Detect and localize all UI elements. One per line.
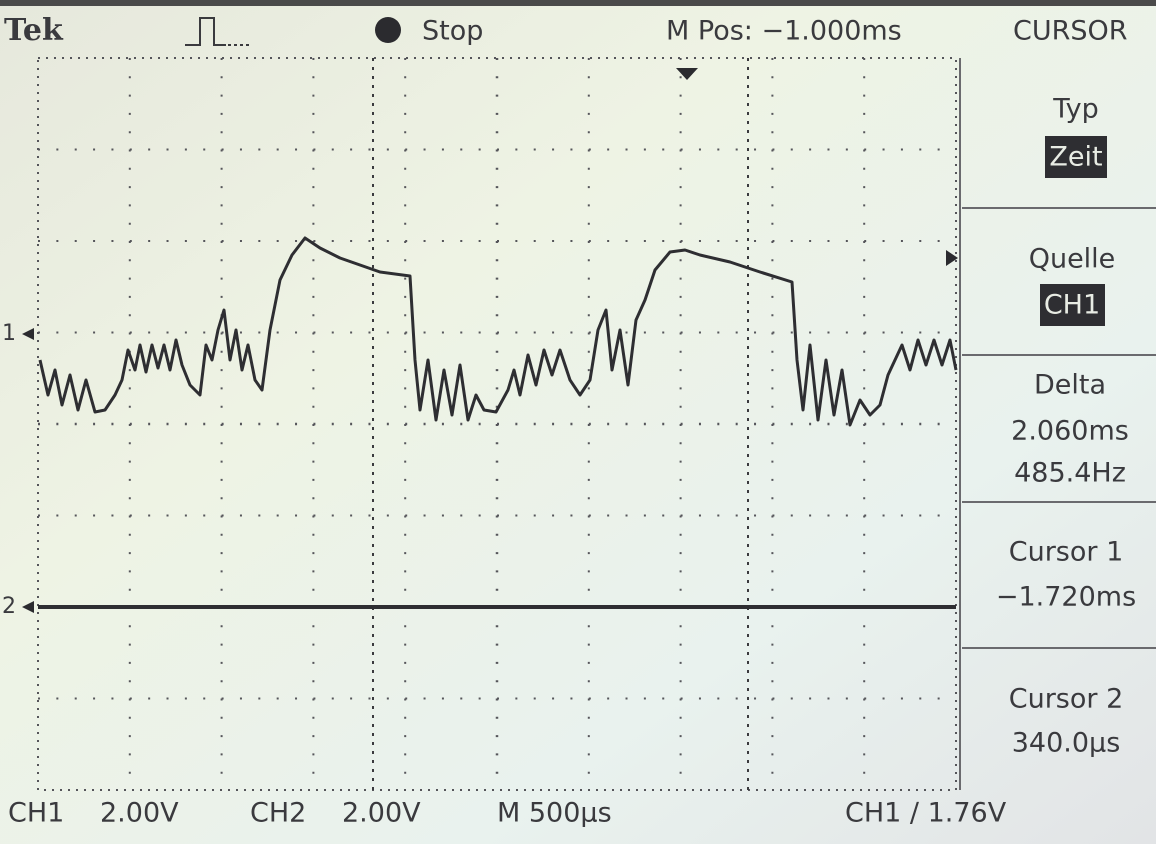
menu-label: Quelle — [1029, 244, 1116, 275]
ch1-marker: 1 — [2, 321, 16, 346]
ch1-label: CH1 — [8, 798, 64, 829]
menu-value: 485.4Hz — [1014, 458, 1126, 489]
trigger-level-marker — [946, 250, 958, 266]
menu-value: Zeit — [1049, 142, 1102, 173]
menu-cursor-1[interactable]: Cursor 1 −1.720ms — [996, 537, 1136, 613]
menu-value: CH1 — [1044, 290, 1100, 321]
side-menu: Typ Zeit Quelle CH1 Delta 2.060ms 485.4H… — [959, 58, 1156, 790]
menu-label: Delta — [1034, 370, 1106, 401]
ch2-marker-arrow — [22, 601, 34, 613]
menu-label: Typ — [1052, 94, 1098, 125]
trigger-info: CH1 ∕ 1.76V — [845, 798, 1007, 829]
menu-label: Cursor 2 — [1009, 684, 1124, 715]
horizontal-position: M Pos: −1.000ms — [666, 16, 902, 47]
value-highlight — [1040, 284, 1105, 326]
ch2-scale: 2.00V — [342, 798, 421, 829]
acquire-icon — [185, 17, 249, 46]
menu-mode: CURSOR — [1013, 16, 1128, 47]
ch1-marker-arrow — [22, 328, 34, 340]
menu-value: 340.0µs — [1012, 728, 1121, 759]
timebase: M 500µs — [497, 798, 612, 829]
ch1-trace — [38, 236, 958, 427]
menu-typ[interactable]: Typ Zeit — [1045, 94, 1107, 179]
value-highlight — [1045, 136, 1107, 178]
stop-indicator — [375, 17, 401, 43]
menu-label: Cursor 1 — [1009, 537, 1124, 568]
brand: Tek — [4, 13, 64, 48]
ch2-marker: 2 — [2, 594, 16, 619]
menu-quelle[interactable]: Quelle CH1 — [1029, 244, 1116, 327]
bezel — [0, 0, 1156, 6]
menu-cursor-2[interactable]: Cursor 2 340.0µs — [1009, 684, 1124, 759]
trigger-position-marker — [676, 68, 698, 80]
menu-value: −1.720ms — [996, 582, 1136, 613]
ch2-label: CH2 — [250, 798, 306, 829]
menu-value: 2.060ms — [1011, 416, 1129, 447]
menu-delta: Delta 2.060ms 485.4Hz — [1011, 370, 1129, 489]
ch1-scale: 2.00V — [100, 798, 179, 829]
run-status: Stop — [422, 16, 483, 47]
